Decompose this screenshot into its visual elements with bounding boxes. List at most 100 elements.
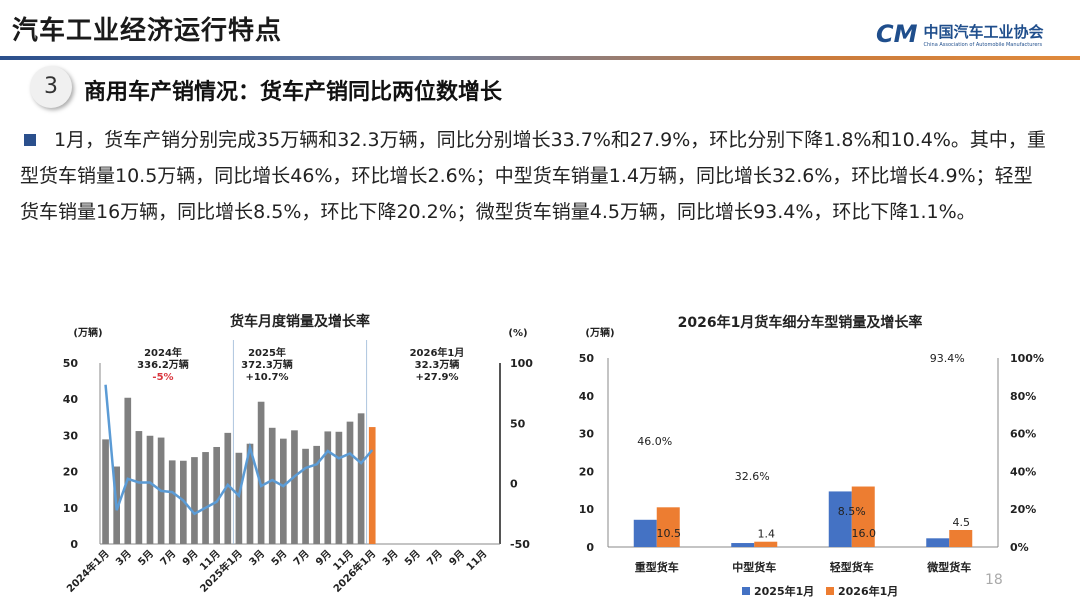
y-tick-label: 20 (63, 466, 79, 479)
y2-tick-label: -50 (510, 538, 530, 551)
annotation-total: 372.3万辆 (241, 358, 293, 371)
x-tick-label: 3月 (113, 548, 133, 568)
chart-title: 2026年1月货车细分车型销量及增长率 (678, 314, 923, 331)
x-tick-label: 5月 (402, 548, 422, 568)
bar-monthly-sales (146, 435, 154, 544)
y-axis-unit: (万辆) (73, 326, 102, 339)
y-tick-label: 10 (579, 503, 595, 516)
logo: CM 中国汽车工业协会 China Association of Automob… (876, 20, 1044, 48)
y-tick-label: 10 (63, 502, 79, 515)
annotation-year: 2024年 (144, 346, 182, 359)
header-rule (0, 56, 1080, 60)
bar-monthly-sales (191, 457, 198, 544)
bar-monthly-sales (213, 446, 220, 544)
annotation-total: 32.3万辆 (415, 358, 460, 371)
bullet-square-icon (24, 133, 36, 146)
page-number: 18 (985, 572, 1003, 588)
annotation-growth: +10.7% (245, 372, 288, 383)
annotation-year: 2025年 (248, 346, 286, 359)
bar-monthly-sales (168, 460, 176, 544)
y2-tick-label: 80% (1010, 390, 1036, 403)
x-tick-label: 3月 (247, 548, 267, 568)
bar-monthly-sales (368, 427, 376, 544)
bar-monthly-sales (268, 427, 276, 544)
y-tick-label: 40 (63, 393, 79, 406)
growth-data-label: 93.4% (930, 352, 965, 365)
x-tick-label: 7月 (158, 548, 178, 568)
y2-axis-unit: (%) (508, 328, 527, 339)
y2-tick-label: 100 (510, 357, 533, 370)
legend-swatch (742, 587, 750, 595)
x-tick-label: 5月 (269, 548, 289, 568)
annotation-growth: +27.9% (415, 372, 458, 383)
y2-tick-label: 0% (1010, 541, 1029, 554)
annotation-total: 336.2万辆 (137, 358, 189, 371)
legend-swatch (826, 587, 834, 595)
bar-2026-jan (851, 486, 875, 547)
y-tick-label: 0 (70, 538, 78, 551)
y-tick-label: 30 (579, 428, 595, 441)
x-tick-label: 2024年1月 (64, 547, 112, 595)
annotation-year: 2026年1月 (410, 346, 465, 359)
chart-title: 货车月度销量及增长率 (229, 313, 370, 330)
section-heading: 商用车产销情况：货车产销同比两位数增长 (84, 80, 503, 105)
y-axis-unit: (万辆) (585, 326, 614, 339)
bar-2025-jan (926, 538, 950, 547)
bar-monthly-sales (202, 452, 209, 544)
x-tick-label: 7月 (291, 548, 311, 568)
growth-data-label: 32.6% (735, 470, 770, 483)
bar-monthly-sales (235, 452, 243, 544)
bullet-text: 1月，货车产销分别完成35万辆和32.3万辆，同比分别增长33.7%和27.9%… (20, 129, 1046, 223)
bar-monthly-sales (124, 397, 132, 544)
y2-tick-label: 0 (510, 478, 518, 491)
y-tick-label: 20 (579, 465, 595, 478)
bar-2026-jan (656, 507, 680, 547)
category-label: 轻型货车 (830, 560, 874, 574)
y-tick-label: 0 (586, 541, 594, 554)
category-label: 中型货车 (732, 560, 776, 574)
bar-monthly-sales (246, 443, 254, 544)
bar-2025-jan (633, 519, 657, 547)
y2-tick-label: 100% (1010, 352, 1044, 365)
bar-monthly-sales (102, 439, 109, 544)
bar-monthly-sales (224, 432, 232, 544)
bar-data-label: 4.5 (953, 516, 971, 529)
bar-monthly-sales (280, 438, 287, 544)
x-tick-label: 7月 (425, 548, 445, 568)
y2-tick-label: 20% (1010, 503, 1036, 516)
bar-data-label: 10.5 (657, 527, 682, 540)
bar-monthly-sales (346, 421, 354, 544)
legend-label: 2026年1月 (838, 584, 898, 598)
y2-tick-label: 50 (510, 417, 526, 430)
bullet-paragraph: 1月，货车产销分别完成35万辆和32.3万辆，同比分别增长33.7%和27.9%… (20, 122, 1050, 230)
logo-en: China Association of Automobile Manufact… (923, 41, 1043, 48)
y2-tick-label: 40% (1010, 465, 1036, 478)
bar-monthly-sales (357, 413, 365, 544)
annotation-growth: -5% (152, 372, 173, 383)
bar-2025-jan (828, 491, 852, 547)
logo-mark: CM (876, 20, 918, 48)
y2-tick-label: 60% (1010, 428, 1036, 441)
bar-monthly-sales (324, 431, 332, 544)
legend-label: 2025年1月 (754, 584, 814, 598)
bar-monthly-sales (291, 430, 298, 544)
growth-data-label: 46.0% (637, 435, 672, 448)
bar-monthly-sales (257, 401, 265, 544)
x-tick-label: 11月 (464, 548, 489, 573)
bar-2025-jan (731, 543, 755, 547)
category-label: 重型货车 (635, 560, 679, 574)
logo-cn: 中国汽车工业协会 (923, 22, 1044, 41)
growth-rate-line (104, 384, 374, 516)
bar-data-label: 16.0 (852, 527, 877, 540)
bar-2026-jan (949, 529, 973, 547)
bar-2026-jan (754, 541, 778, 547)
x-tick-label: 5月 (136, 548, 156, 568)
bar-monthly-sales (302, 448, 309, 544)
x-tick-label: 3月 (380, 548, 400, 568)
bar-data-label: 1.4 (758, 528, 776, 541)
bar-monthly-sales (313, 445, 320, 544)
page-title: 汽车工业经济运行特点 (12, 16, 283, 46)
y-tick-label: 30 (63, 429, 79, 442)
growth-data-label: 8.5% (838, 505, 866, 518)
